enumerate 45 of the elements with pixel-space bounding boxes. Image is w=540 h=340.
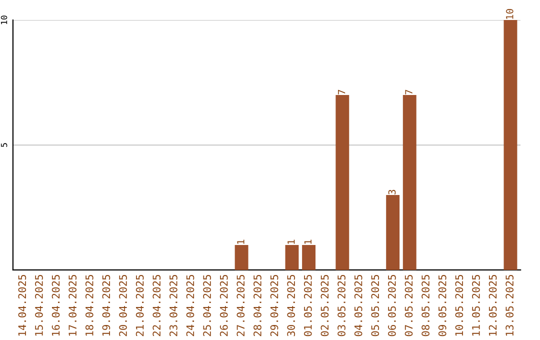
x-tick-label: 27.04.2025 (236, 274, 245, 336)
data-label: 3 (388, 190, 396, 194)
bar (336, 95, 350, 270)
bar (386, 194, 400, 270)
data-label: 7 (338, 90, 346, 94)
bar (302, 244, 316, 270)
x-tick-label: 06.05.2025 (388, 274, 396, 336)
x-tick-label: 30.04.2025 (287, 274, 296, 336)
bar (285, 244, 299, 270)
x-tick-label: 07.05.2025 (404, 274, 413, 336)
x-tick-label: 14.04.2025 (18, 274, 26, 336)
x-tick-label: 11.05.2025 (472, 274, 480, 336)
x-tick-label: 22.04.2025 (152, 274, 161, 336)
x-tick-label: 13.05.2025 (506, 274, 514, 336)
x-tick-label: 21.04.2025 (136, 274, 144, 336)
x-tick-label: 05.05.2025 (371, 274, 380, 336)
x-tick-label: 19.04.2025 (102, 274, 110, 336)
x-tick-label: 25.04.2025 (203, 274, 211, 336)
data-label: 10 (506, 8, 514, 19)
x-tick-label: 15.04.2025 (35, 274, 43, 336)
data-label: 1 (237, 240, 244, 244)
bar (504, 20, 518, 270)
x-tick-label: 03.05.2025 (338, 274, 346, 336)
x-tick-label: 24.04.2025 (186, 274, 194, 336)
x-tick-label: 17.04.2025 (68, 274, 77, 336)
x-tick-label: 16.04.2025 (52, 274, 60, 336)
x-tick-label: 18.04.2025 (85, 274, 94, 336)
data-label: 1 (288, 240, 295, 244)
x-tick-label: 09.05.2025 (438, 274, 446, 336)
y-tick-label: 5 (0, 143, 8, 147)
x-tick-label: 02.05.2025 (320, 274, 329, 336)
x-tick-label: 26.04.2025 (220, 274, 228, 336)
x-tick-label: 12.05.2025 (488, 274, 497, 336)
x-tick-label: 08.05.2025 (422, 274, 430, 336)
x-tick-label: 29.04.2025 (270, 274, 278, 336)
x-tick-label: 28.04.2025 (254, 274, 262, 336)
bar (402, 95, 416, 270)
data-label: 7 (405, 90, 412, 94)
x-tick-label: 10.05.2025 (455, 274, 464, 336)
x-tick-label: 04.05.2025 (354, 274, 362, 336)
x-tick-label: 23.04.2025 (169, 274, 178, 336)
x-tick-label: 20.04.2025 (119, 274, 127, 336)
x-tick-label: 01.05.2025 (304, 274, 312, 336)
data-label: 1 (304, 240, 312, 244)
bar (234, 244, 248, 270)
